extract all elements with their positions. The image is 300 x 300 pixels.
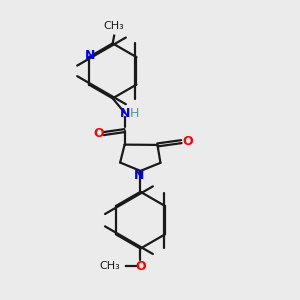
Text: O: O	[182, 135, 193, 148]
Text: CH₃: CH₃	[100, 261, 120, 271]
Text: O: O	[135, 260, 146, 273]
Text: H: H	[130, 107, 139, 120]
Text: N: N	[134, 169, 145, 182]
Text: CH₃: CH₃	[104, 21, 124, 31]
Text: O: O	[93, 127, 104, 140]
Text: N: N	[120, 107, 130, 120]
Text: N: N	[85, 49, 95, 62]
